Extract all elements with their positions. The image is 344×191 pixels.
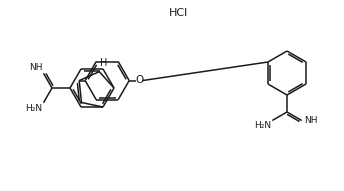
Text: H₂N: H₂N <box>254 121 271 130</box>
Text: O: O <box>135 75 143 85</box>
Text: H₂N: H₂N <box>25 104 43 113</box>
Text: NH: NH <box>304 116 317 125</box>
Text: NH: NH <box>29 63 43 72</box>
Text: H: H <box>100 58 108 68</box>
Text: HCl: HCl <box>168 8 187 18</box>
